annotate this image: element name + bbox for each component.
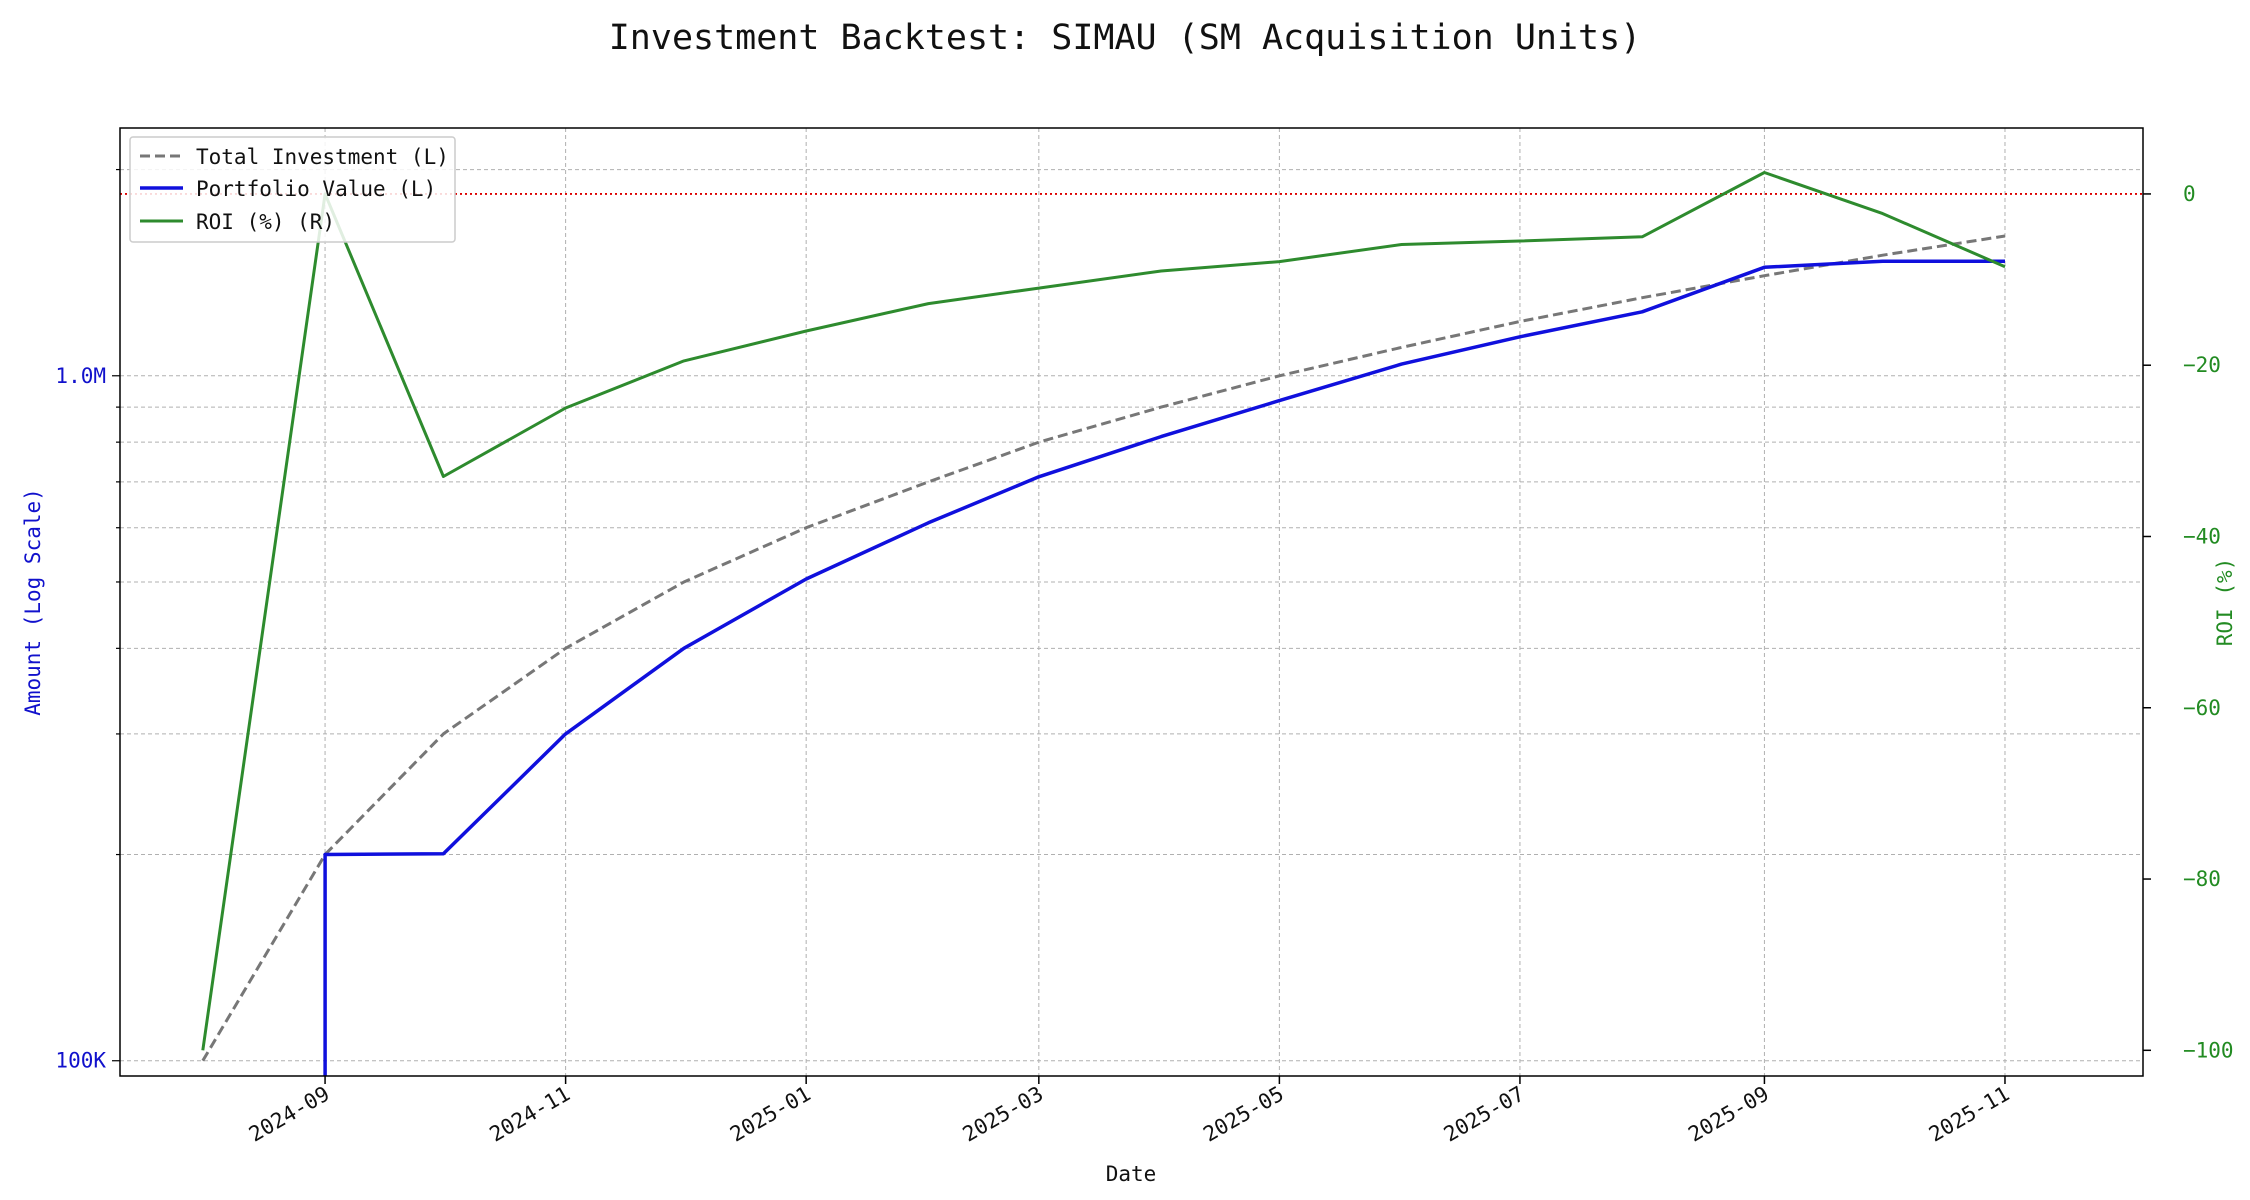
- y-axis-left-label: Amount (Log Scale): [21, 488, 45, 716]
- x-axis-label: Date: [1106, 1162, 1157, 1186]
- x-tick-label: 2025-03: [959, 1082, 1048, 1147]
- tick-layer: 2024-09 2024-11 2025-01 2025-03 2025-05 2025-…: [55, 168, 2234, 1147]
- grid-layer: [120, 128, 2143, 1076]
- x-tick-label: 2025-11: [1925, 1082, 2014, 1147]
- y-right-tick-label: −80: [2183, 867, 2221, 891]
- y-right-tick-label: −20: [2183, 353, 2221, 377]
- legend-label-total-investment: Total Investment (L): [196, 145, 449, 169]
- legend-label-roi: ROI (%) (R): [196, 210, 335, 234]
- y-right-tick-label: −40: [2183, 524, 2221, 548]
- plot-frame: [119, 127, 2144, 1077]
- x-tick-label: 2025-07: [1440, 1082, 1529, 1147]
- legend-box: [129, 136, 456, 243]
- series-layer: [201, 171, 2006, 1076]
- y-right-tick-label: −60: [2183, 696, 2221, 720]
- x-tick-label: 2024-09: [245, 1082, 334, 1147]
- x-tick-label: 2025-01: [726, 1082, 815, 1147]
- legend-label-portfolio-value: Portfolio Value (L): [196, 177, 436, 201]
- y-axis-right-label: ROI (%): [2213, 558, 2237, 647]
- series-line-total-investment: [201, 234, 2006, 1062]
- x-tick-label: 2025-09: [1684, 1082, 1773, 1147]
- x-tick-label: 2024-11: [485, 1082, 574, 1147]
- y-left-tick-label: 100K: [55, 1049, 106, 1073]
- y-right-tick-label: 0: [2183, 182, 2196, 206]
- y-left-tick-label: 1.0M: [55, 364, 106, 388]
- x-tick-label: 2025-05: [1199, 1082, 1288, 1147]
- legend: Total Investment (L) Portfolio Value (L)…: [129, 136, 456, 243]
- series-line-roi: [201, 171, 2006, 1051]
- series-line-portfolio-value: [323, 259, 2005, 1076]
- y-right-tick-label: −100: [2183, 1038, 2234, 1062]
- chart-title: Investment Backtest: SIMAU (SM Acquisiti…: [608, 18, 1642, 58]
